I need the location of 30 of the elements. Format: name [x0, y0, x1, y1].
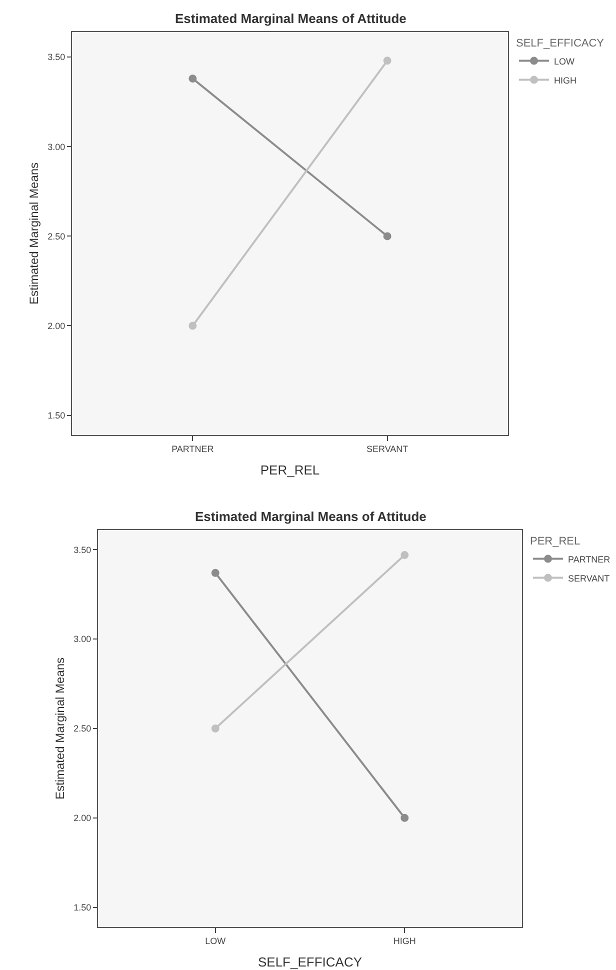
point [188, 322, 197, 330]
y-tick-label: 2.50 [48, 231, 66, 242]
legend-title: SELF_EFFICACY [516, 37, 605, 50]
y-tick-label: 2.00 [48, 320, 66, 331]
legend-label: SERVANT [568, 573, 610, 584]
point [211, 568, 220, 577]
y-tick-label: 2.00 [74, 813, 92, 824]
y-tick-label: 3.50 [48, 52, 66, 62]
point [383, 56, 392, 65]
point [400, 814, 409, 822]
y-tick-label: 1.50 [74, 902, 92, 912]
chart-title: Estimated Marginal Means of Attitude [175, 11, 406, 26]
y-axis-title: Estimated Marginal Means [52, 657, 67, 800]
legend-title: PER_REL [530, 535, 580, 548]
y-tick-label: 3.00 [74, 634, 92, 644]
x-axis-title: SELF_EFFICACY [258, 954, 362, 970]
y-tick-label: 2.50 [74, 724, 92, 734]
y-tick-label: 3.50 [74, 544, 92, 555]
point [211, 724, 220, 732]
legend-label: LOW [554, 56, 576, 66]
chart-title: Estimated Marginal Means of Attitude [195, 509, 426, 524]
legend-label: PARTNER [568, 554, 611, 564]
y-axis-title: Estimated Marginal Means [26, 162, 41, 305]
point [383, 232, 392, 240]
point [400, 551, 409, 560]
point [188, 74, 197, 83]
x-axis-title: PER_REL [260, 462, 320, 478]
y-tick-label: 1.50 [48, 410, 66, 420]
legend-label: HIGH [554, 75, 576, 86]
y-tick-label: 3.00 [48, 142, 66, 152]
